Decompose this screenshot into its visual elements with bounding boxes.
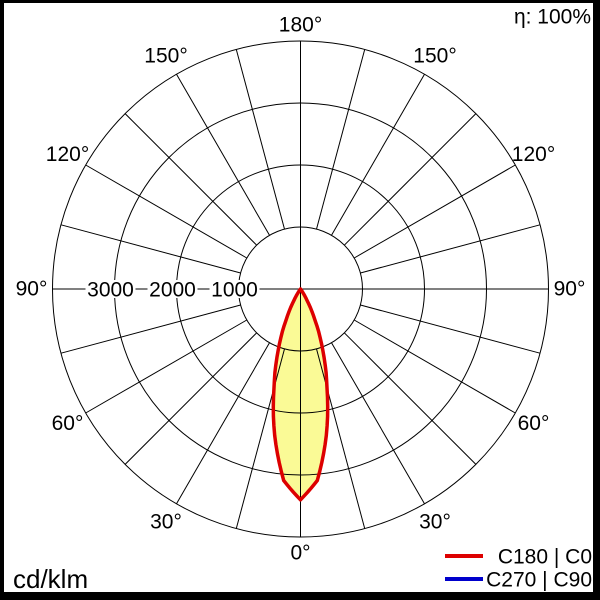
grid-spoke-75-right bbox=[360, 304, 541, 354]
angle-label-60-right: 60° bbox=[518, 412, 550, 435]
grid-spoke-150-left bbox=[176, 73, 270, 236]
grid-spoke-150-right bbox=[331, 73, 425, 236]
angle-label-0: 0° bbox=[290, 542, 310, 565]
angle-label-120-right: 120° bbox=[512, 143, 555, 166]
grid-spoke-30-right bbox=[331, 342, 425, 505]
radial-tick-label-2000: 2000 bbox=[149, 279, 196, 302]
legend-label-c90: C270 | C90 bbox=[486, 569, 592, 592]
angle-label-90-right: 90° bbox=[554, 278, 586, 301]
angle-label-150-right: 150° bbox=[413, 45, 456, 68]
grid-spoke-15-right bbox=[316, 348, 366, 529]
grid-spoke-120-left bbox=[85, 164, 248, 259]
grid-spoke-30-left bbox=[176, 342, 270, 505]
angle-label-180: 180° bbox=[279, 14, 322, 37]
radial-tick-labels: 3000 2000 1000 bbox=[85, 279, 260, 302]
efficiency-label: η: 100% bbox=[514, 6, 591, 29]
grid-spoke-120-right bbox=[353, 164, 516, 259]
grid-spoke-105-right bbox=[360, 224, 541, 274]
beam-lobe-outline bbox=[271, 287, 330, 502]
grid-spoke-135-right bbox=[343, 113, 477, 246]
radial-tick-bg-1000 bbox=[209, 280, 260, 298]
radial-tick-label-3000: 3000 bbox=[87, 279, 134, 302]
angle-label-60-left: 60° bbox=[52, 412, 84, 435]
radial-tick-label-1000: 1000 bbox=[211, 279, 258, 302]
frame-left bbox=[0, 0, 4, 600]
angle-label-30-right: 30° bbox=[419, 511, 451, 534]
grid-spoke-60-right bbox=[353, 319, 516, 414]
frame-right bbox=[593, 0, 600, 600]
radial-tick-bg-2000 bbox=[147, 280, 198, 298]
radial-tick-bg-3000 bbox=[85, 280, 136, 298]
angle-labels: 0° 30° 30° 60° 60° 90° 90° 120° 120° 150° 150° 180° bbox=[16, 14, 586, 565]
polar-grid bbox=[52, 40, 549, 538]
angle-label-30-left: 30° bbox=[150, 511, 182, 534]
frame-top bbox=[0, 0, 600, 3]
legend: C180 | C0 C270 | C90 bbox=[445, 546, 592, 592]
grid-spoke-45-left bbox=[124, 332, 258, 465]
grid-spoke-165-right bbox=[316, 49, 366, 230]
angle-label-120-left: 120° bbox=[46, 143, 89, 166]
grid-spoke-165-left bbox=[235, 49, 285, 230]
frame-bottom bbox=[0, 592, 600, 600]
angle-label-90-left: 90° bbox=[16, 278, 48, 301]
grid-spoke-15-left bbox=[235, 348, 285, 529]
grid-spoke-105-left bbox=[60, 224, 241, 274]
intensity-curve-c0 bbox=[271, 287, 330, 502]
grid-spoke-45-right bbox=[343, 332, 477, 465]
legend-label-c0: C180 | C0 bbox=[498, 546, 592, 569]
grid-spoke-60-left bbox=[85, 319, 248, 414]
grid-spoke-135-left bbox=[124, 113, 258, 246]
grid-spoke-75-left bbox=[60, 304, 241, 354]
unit-label: cd/klm bbox=[13, 564, 88, 594]
angle-label-150-left: 150° bbox=[144, 45, 187, 68]
